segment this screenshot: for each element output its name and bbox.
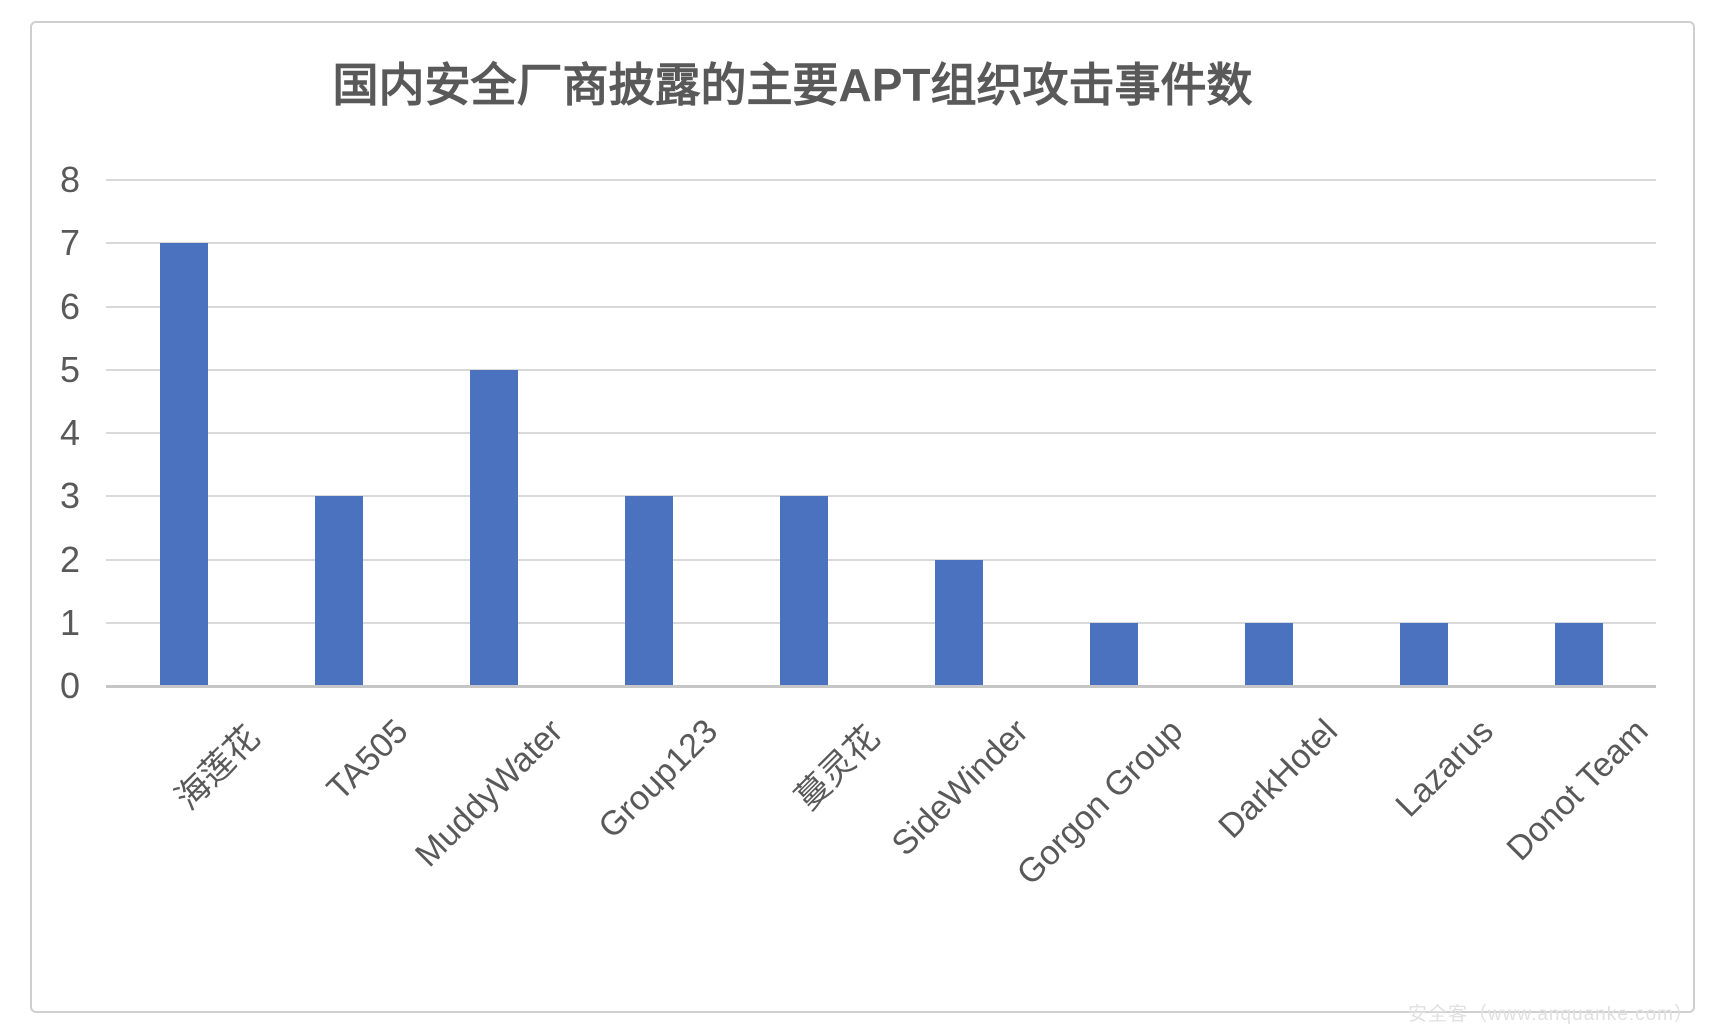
x-category-label: MuddyWater bbox=[408, 712, 571, 875]
y-tick-label: 4 bbox=[59, 412, 80, 453]
bar bbox=[624, 496, 673, 686]
y-tick-label: 3 bbox=[59, 475, 80, 517]
x-category-label: DarkHotel bbox=[1211, 712, 1346, 846]
x-category-label: 蔓灵花 bbox=[787, 718, 887, 818]
bar bbox=[1554, 622, 1603, 686]
gridline bbox=[106, 495, 1656, 498]
bar bbox=[779, 496, 828, 686]
gridline bbox=[106, 558, 1656, 561]
bar bbox=[1089, 622, 1138, 686]
bar bbox=[159, 243, 208, 686]
gridline bbox=[106, 621, 1656, 624]
y-tick-label: 7 bbox=[59, 222, 80, 264]
bar bbox=[314, 496, 363, 686]
y-tick-label: 1 bbox=[59, 601, 80, 643]
y-tick-label: 6 bbox=[59, 285, 80, 327]
x-category-label: SideWinder bbox=[884, 712, 1036, 864]
chart-frame: 国内安全厂商披露的主要APT组织攻击事件数 0 1 2 3 4 5 6 7 8 海莲花 TA505 M… bbox=[30, 21, 1695, 1013]
plot-area: 0 1 2 3 4 5 6 7 8 海莲花 TA505 MuddyWater Group123 蔓灵花 Si… bbox=[32, 23, 1693, 1011]
x-category-label: Gorgon Group bbox=[1009, 712, 1191, 893]
y-tick-label: 8 bbox=[59, 159, 80, 200]
gridline bbox=[106, 242, 1656, 245]
chart-title: 国内安全厂商披露的主要APT组织攻击事件数 bbox=[332, 59, 1253, 111]
y-tick-label: 5 bbox=[59, 348, 80, 390]
gridline bbox=[106, 432, 1656, 434]
x-category-label: Group123 bbox=[591, 712, 726, 846]
gridline bbox=[106, 368, 1656, 371]
bar bbox=[934, 559, 983, 686]
gridline bbox=[106, 305, 1656, 308]
x-axis-line bbox=[106, 685, 1656, 688]
y-tick-label: 0 bbox=[59, 665, 80, 706]
bar bbox=[469, 369, 518, 686]
bar bbox=[1244, 622, 1293, 686]
x-category-label: Donot Team bbox=[1499, 712, 1656, 869]
watermark: 安全客（www.anquanke.com） bbox=[1407, 1004, 1694, 1025]
bar bbox=[1399, 622, 1448, 686]
x-category-label: Lazarus bbox=[1387, 712, 1501, 825]
x-category-label: TA505 bbox=[319, 712, 416, 808]
y-tick-label: 2 bbox=[59, 538, 80, 580]
x-category-label: 海莲花 bbox=[167, 718, 267, 818]
gridline bbox=[106, 179, 1656, 181]
